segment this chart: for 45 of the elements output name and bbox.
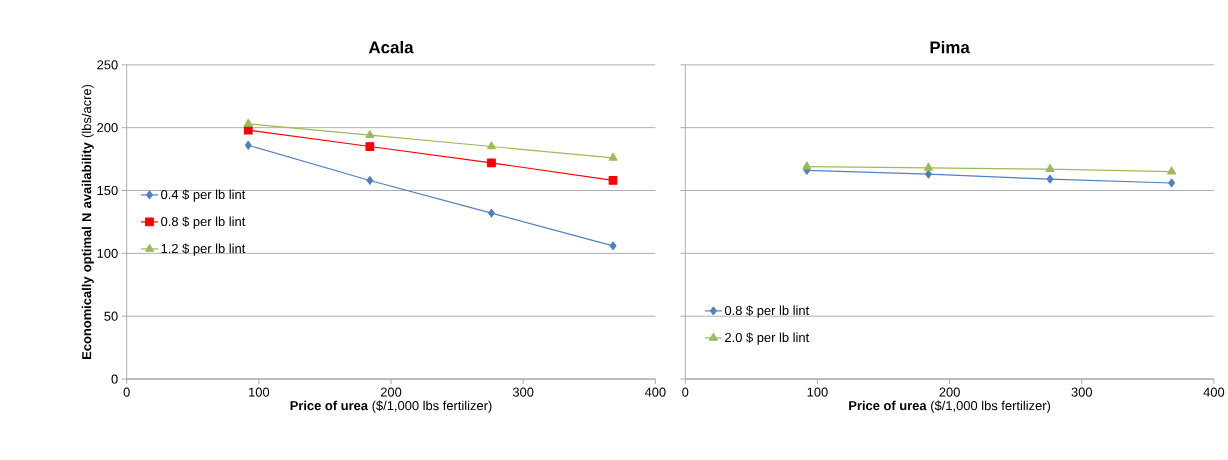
- point: [608, 152, 618, 161]
- legend-label: 1.2 $ per lb lint: [161, 243, 246, 256]
- y-tick-label: 200: [97, 123, 118, 133]
- point: [1046, 174, 1054, 184]
- x-tick-label: 400: [644, 387, 666, 397]
- point: [487, 158, 496, 168]
- y-axis-title: Economically optimal N availability (lbs/acre): [81, 84, 94, 359]
- chart-title: Acala: [368, 41, 414, 54]
- point: [609, 241, 617, 251]
- point: [923, 162, 933, 171]
- point: [488, 208, 495, 218]
- x-tick-label: 100: [249, 387, 270, 397]
- legend-label: 2.0 $ per lb lint: [725, 332, 810, 345]
- point: [243, 125, 253, 135]
- legend-label: 0.8 $ per lb lint: [161, 216, 246, 229]
- point: [608, 176, 618, 185]
- point: [486, 141, 496, 150]
- point: [802, 161, 812, 170]
- x-axis-title: Price of urea ($/1,000 lbs fertilizer): [290, 400, 492, 413]
- y-tick-label: 50: [104, 311, 118, 321]
- x-tick-label: 100: [807, 387, 828, 397]
- x-tick-label: 300: [1071, 387, 1093, 397]
- x-tick-label: 200: [380, 387, 402, 397]
- x-tick-label: 300: [512, 387, 534, 397]
- point: [243, 118, 253, 127]
- y-tick-label: 100: [97, 248, 118, 258]
- point: [1167, 166, 1177, 175]
- x-tick-label: 400: [1203, 387, 1225, 397]
- x-axis-title: Price of urea ($/1,000 lbs fertilizer): [849, 400, 1051, 413]
- point: [925, 169, 932, 179]
- y-tick-label: 0: [111, 374, 118, 384]
- point: [365, 142, 375, 151]
- point: [365, 130, 375, 139]
- legend-label: 0.4 $ per lb lint: [161, 189, 246, 202]
- point: [366, 176, 374, 185]
- chart-title: Pima: [930, 41, 970, 54]
- legend-label: 0.8 $ per lb lint: [724, 305, 810, 318]
- point: [244, 140, 252, 150]
- y-tick-label: 150: [97, 186, 118, 196]
- x-tick-label: 0: [682, 387, 689, 397]
- x-tick-label: 200: [939, 387, 960, 397]
- point: [1045, 164, 1055, 173]
- x-tick-label: 0: [123, 387, 130, 397]
- point: [1168, 178, 1176, 188]
- y-tick-label: 250: [97, 60, 118, 70]
